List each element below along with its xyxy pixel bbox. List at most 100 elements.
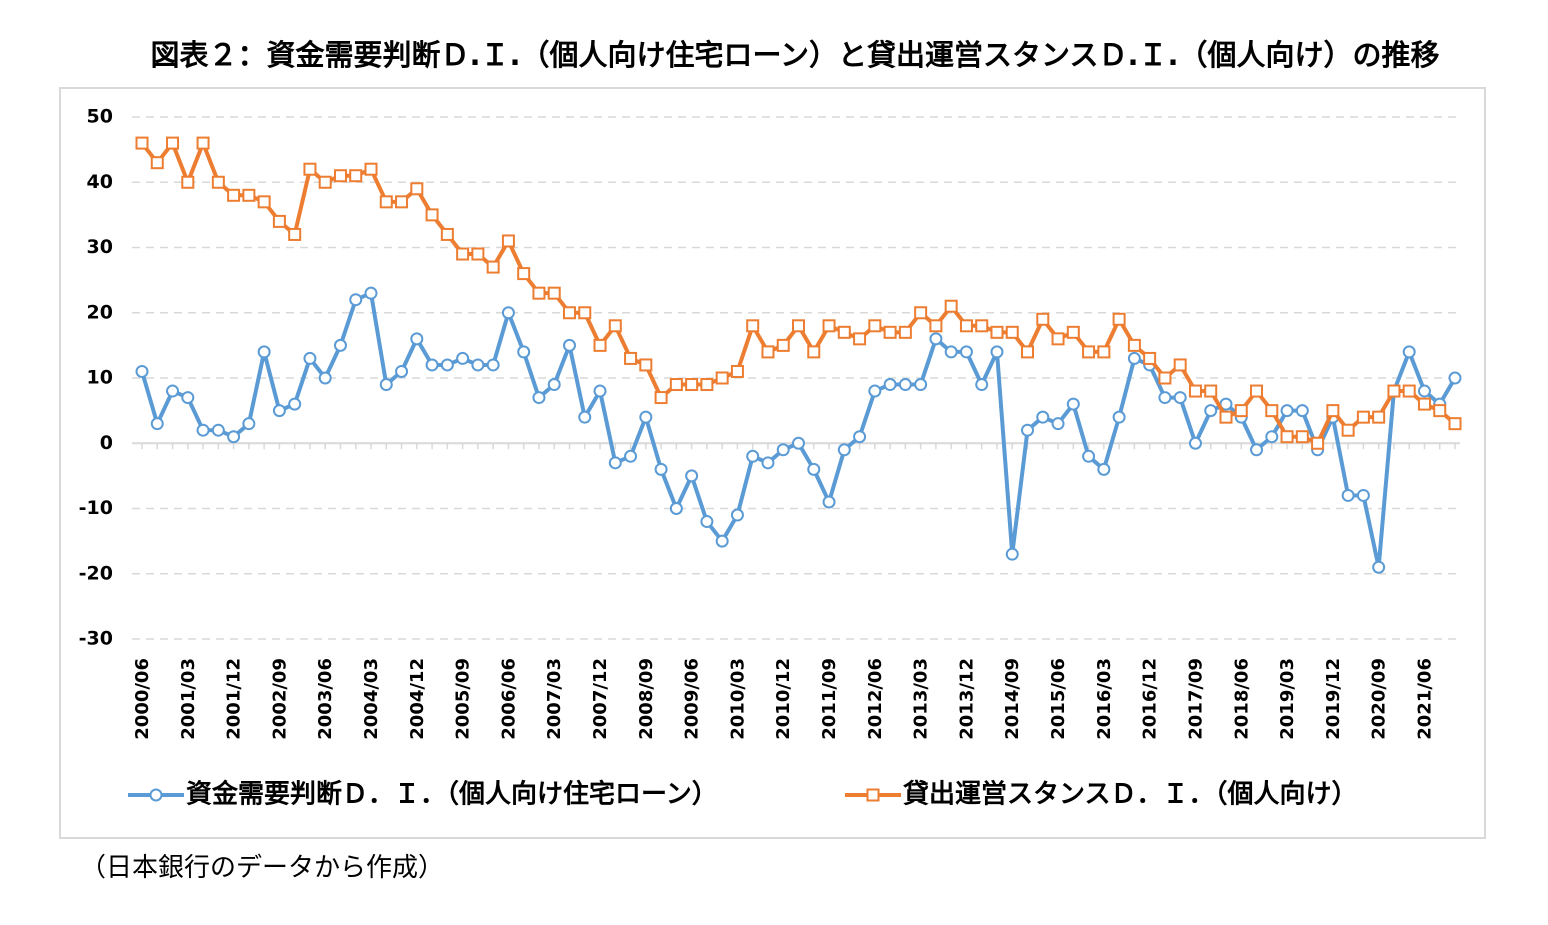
marker <box>1158 391 1172 405</box>
x-tick-label: 2007/12 <box>590 658 611 740</box>
marker <box>1051 417 1065 431</box>
marker <box>1066 397 1080 411</box>
marker <box>807 462 821 476</box>
marker <box>700 515 714 529</box>
marker <box>761 456 775 470</box>
marker <box>792 436 805 450</box>
marker <box>624 351 638 365</box>
marker <box>456 351 470 365</box>
marker <box>1417 384 1431 398</box>
marker <box>1372 410 1386 424</box>
marker <box>196 423 210 437</box>
marker <box>883 378 897 392</box>
marker <box>715 371 729 385</box>
marker <box>730 508 744 522</box>
y-tick-label: -30 <box>79 628 113 650</box>
marker <box>990 345 1004 359</box>
marker <box>517 345 531 359</box>
marker <box>853 430 867 444</box>
marker <box>1295 430 1309 444</box>
marker <box>593 338 607 352</box>
x-tick-label: 2006/06 <box>498 658 519 740</box>
marker <box>1356 410 1370 424</box>
chart-title: 図表２：資金需要判断Ｄ.Ｉ.（個人向け住宅ローン）と貸出運営スタンスＤ.Ｉ.（個… <box>150 38 1439 72</box>
marker <box>349 293 363 307</box>
marker <box>1448 371 1462 385</box>
marker <box>1402 384 1416 398</box>
marker <box>746 449 760 463</box>
marker <box>1066 325 1080 339</box>
marker <box>1250 384 1264 398</box>
y-tick-label: 50 <box>87 106 113 128</box>
y-tick-label: 30 <box>87 236 113 258</box>
marker <box>929 332 943 346</box>
marker <box>1021 345 1035 359</box>
marker <box>685 378 699 392</box>
x-tick-label: 2011/09 <box>819 658 840 740</box>
x-tick-label: 2008/09 <box>636 658 657 740</box>
marker <box>944 345 958 359</box>
x-tick-label: 2000/06 <box>132 658 153 740</box>
marker <box>776 338 790 352</box>
marker <box>1005 325 1019 339</box>
marker <box>837 325 851 339</box>
marker <box>1021 423 1035 437</box>
marker <box>242 188 256 202</box>
x-tick-label: 2002/09 <box>269 658 290 740</box>
marker <box>608 319 622 333</box>
legend-label: 貸出運営スタンスＤ．Ｉ．（個人向け） <box>902 779 1357 810</box>
marker <box>486 358 500 372</box>
y-tick-label: -20 <box>79 562 113 584</box>
marker <box>1280 430 1294 444</box>
marker <box>730 364 744 378</box>
marker <box>395 195 409 209</box>
marker <box>761 345 775 359</box>
marker <box>349 169 363 183</box>
marker <box>181 391 195 405</box>
marker <box>227 430 241 444</box>
marker <box>333 169 347 183</box>
marker <box>914 306 928 320</box>
marker <box>486 260 500 274</box>
marker <box>669 502 683 515</box>
marker <box>822 495 836 509</box>
marker <box>1082 345 1096 359</box>
marker <box>1341 423 1355 437</box>
marker <box>318 371 332 385</box>
note: （日本銀行のデータから作成） <box>80 853 444 883</box>
marker <box>303 162 317 176</box>
marker <box>272 404 286 418</box>
marker <box>669 378 683 392</box>
x-tick-label: 2004/03 <box>361 658 382 740</box>
marker <box>593 384 607 398</box>
marker <box>1387 384 1401 398</box>
marker <box>425 208 439 222</box>
marker <box>1341 488 1355 502</box>
marker <box>792 319 805 333</box>
marker <box>1433 404 1447 418</box>
marker <box>1326 404 1340 418</box>
marker <box>1051 332 1065 346</box>
marker <box>1250 443 1264 457</box>
marker <box>822 319 836 333</box>
x-tick-label: 2016/12 <box>1140 658 1161 740</box>
marker <box>257 345 271 359</box>
marker <box>654 462 668 476</box>
x-tick-label: 2003/06 <box>315 658 336 740</box>
marker <box>379 195 393 209</box>
marker <box>150 156 164 170</box>
marker <box>318 175 332 189</box>
marker <box>868 384 882 398</box>
marker <box>1280 404 1294 418</box>
marker <box>150 417 164 431</box>
legend-label: 資金需要判断Ｄ．Ｉ．（個人向け住宅ローン） <box>186 779 718 810</box>
x-tick-label: 2005/09 <box>453 658 474 740</box>
marker <box>776 443 790 457</box>
marker <box>1234 404 1248 418</box>
marker <box>1417 397 1431 411</box>
marker <box>1112 410 1126 424</box>
marker <box>975 378 989 392</box>
marker <box>715 534 729 548</box>
marker <box>1372 560 1386 574</box>
